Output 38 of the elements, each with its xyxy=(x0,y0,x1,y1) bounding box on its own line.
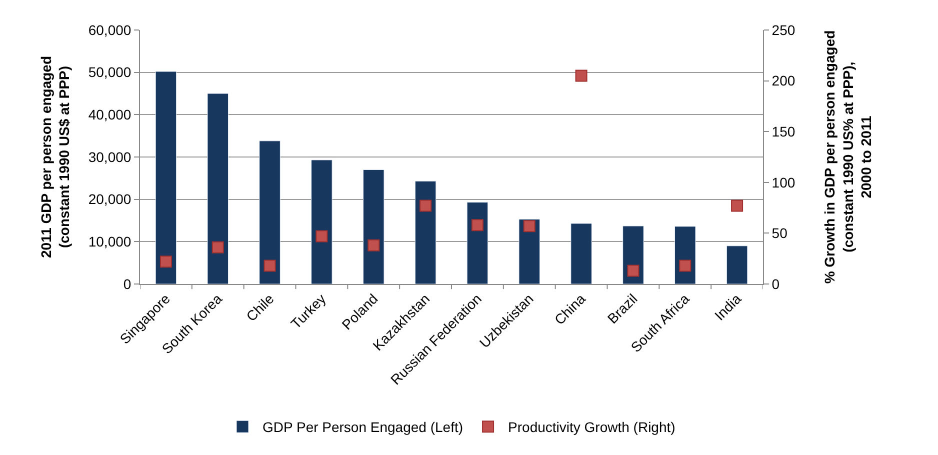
y2-axis-title: % Growth in GDP per person engaged (constant 1990 US% at PPP), 2000 to 2011 xyxy=(822,30,874,284)
bar xyxy=(155,71,177,284)
y-tick-label: 40,000 xyxy=(88,106,132,123)
legend-label: GDP Per Person Engaged (Left) xyxy=(262,419,464,436)
point xyxy=(160,256,172,268)
point xyxy=(212,241,224,254)
bar xyxy=(207,93,229,284)
y2-tick-label: 250 xyxy=(772,22,796,38)
point xyxy=(368,239,380,252)
bar xyxy=(362,169,384,284)
point xyxy=(575,70,588,82)
y-axis-title: 2011 GDP per person engaged (constant 1990 US$ at PPP) xyxy=(38,56,72,258)
bar xyxy=(414,180,436,284)
y2-tick-label: 50 xyxy=(772,225,788,242)
y-tick-label: 50,000 xyxy=(88,64,132,80)
y-tick-label: 60,000 xyxy=(88,22,132,38)
y-tick-label: 30,000 xyxy=(88,148,132,165)
legend-label: Productivity Growth (Right) xyxy=(508,419,676,436)
point xyxy=(731,200,744,212)
y2-tick-label: 150 xyxy=(772,124,796,140)
point xyxy=(627,264,640,277)
bar xyxy=(570,223,592,284)
y-tick-label: 10,000 xyxy=(88,234,132,250)
y-tick-label: 0 xyxy=(123,276,132,292)
y-tick-label: 20,000 xyxy=(88,191,132,208)
bar xyxy=(311,160,332,284)
point xyxy=(679,260,692,272)
bar xyxy=(466,202,488,284)
point xyxy=(316,230,328,242)
point xyxy=(264,260,276,272)
bar xyxy=(259,140,280,284)
y2-tick-label: 0 xyxy=(772,276,780,292)
point xyxy=(523,220,536,232)
point xyxy=(420,200,432,212)
point xyxy=(471,219,484,232)
y2-tick-label: 200 xyxy=(772,72,796,89)
bar xyxy=(726,246,748,284)
y2-tick-label: 100 xyxy=(772,174,796,190)
